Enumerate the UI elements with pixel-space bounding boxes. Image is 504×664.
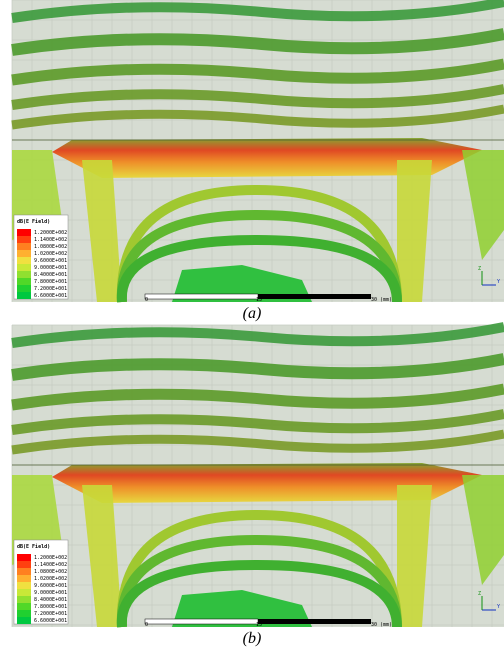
scale-bar: [145, 619, 258, 624]
legend-swatch: [17, 589, 31, 596]
legend-label: 7.2000E+001: [34, 611, 67, 617]
legend-label: 1.1400E+002: [34, 562, 67, 568]
legend-label: 9.0000E+001: [34, 590, 67, 596]
legend-swatch: [17, 582, 31, 589]
field-plot: dB(E Field) 1.2000E+0021.1400E+0021.0800E…: [12, 325, 504, 628]
legend-label: 1.0800E+002: [34, 569, 67, 575]
scale-bar: [258, 294, 371, 299]
scale-label: 30 (mm): [371, 297, 392, 303]
legend-label: 9.6000E+001: [34, 258, 67, 264]
scale-label: 15: [256, 622, 262, 628]
scale-label: 0: [145, 297, 148, 303]
legend-label: 7.8000E+001: [34, 604, 67, 610]
legend-label: 1.0200E+002: [34, 576, 67, 582]
legend-swatch: [17, 250, 31, 257]
legend-swatch: [17, 292, 31, 299]
axis-label: Y: [497, 279, 500, 285]
axis-label: Z: [478, 266, 481, 272]
scale-bar: [258, 619, 371, 624]
legend-swatch: [17, 610, 31, 617]
legend: dB(E Field) 1.2000E+0021.1400E+0021.0800E…: [14, 540, 68, 624]
legend-swatch: [17, 278, 31, 285]
caption: (a): [243, 305, 262, 322]
legend-label: 9.6000E+001: [34, 583, 67, 589]
legend-swatch: [17, 568, 31, 575]
legend-swatch: [17, 264, 31, 271]
figure: dB(E Field)1.2000E+0021.1400E+0021.0800E…: [0, 0, 504, 664]
legend-label: 1.0200E+002: [34, 251, 67, 257]
scale-bar: [145, 294, 258, 299]
legend-label: 6.6000E+001: [34, 618, 67, 624]
legend-label: 1.2000E+002: [34, 230, 67, 236]
legend-swatch: [17, 561, 31, 568]
legend-label: 8.4000E+001: [34, 597, 67, 603]
scale-label: 30 (mm): [371, 622, 392, 628]
legend-label: 9.0000E+001: [34, 265, 67, 271]
legend-swatch: [17, 257, 31, 264]
legend-title: dB(E Field): [17, 219, 50, 225]
legend-swatch: [17, 554, 31, 561]
legend-swatch: [17, 596, 31, 603]
legend-swatch: [17, 229, 31, 236]
legend-label: 1.0800E+002: [34, 244, 67, 250]
legend-swatch: [17, 575, 31, 582]
legend-label: 6.6000E+001: [34, 293, 67, 299]
legend-swatch: [17, 236, 31, 243]
scale-label: 15: [256, 297, 262, 303]
axis-label: Z: [478, 591, 481, 597]
legend-swatch: [17, 285, 31, 292]
legend-swatch: [17, 271, 31, 278]
legend-label: 7.8000E+001: [34, 279, 67, 285]
legend-label: 1.2000E+002: [34, 555, 67, 561]
scale-label: 0: [145, 622, 148, 628]
legend-title: dB(E Field): [17, 544, 50, 550]
legend-swatch: [17, 617, 31, 624]
legend: dB(E Field) 1.2000E+0021.1400E+0021.0800E…: [14, 215, 68, 299]
legend-label: 1.1400E+002: [34, 237, 67, 243]
axis-label: Y: [497, 604, 500, 610]
legend-swatch: [17, 603, 31, 610]
legend-swatch: [17, 243, 31, 250]
legend-label: 7.2000E+001: [34, 286, 67, 292]
field-plot: dB(E Field) 1.2000E+0021.1400E+0021.0800E…: [12, 0, 504, 303]
legend-label: 8.4000E+001: [34, 272, 67, 278]
caption: (b): [243, 630, 262, 647]
